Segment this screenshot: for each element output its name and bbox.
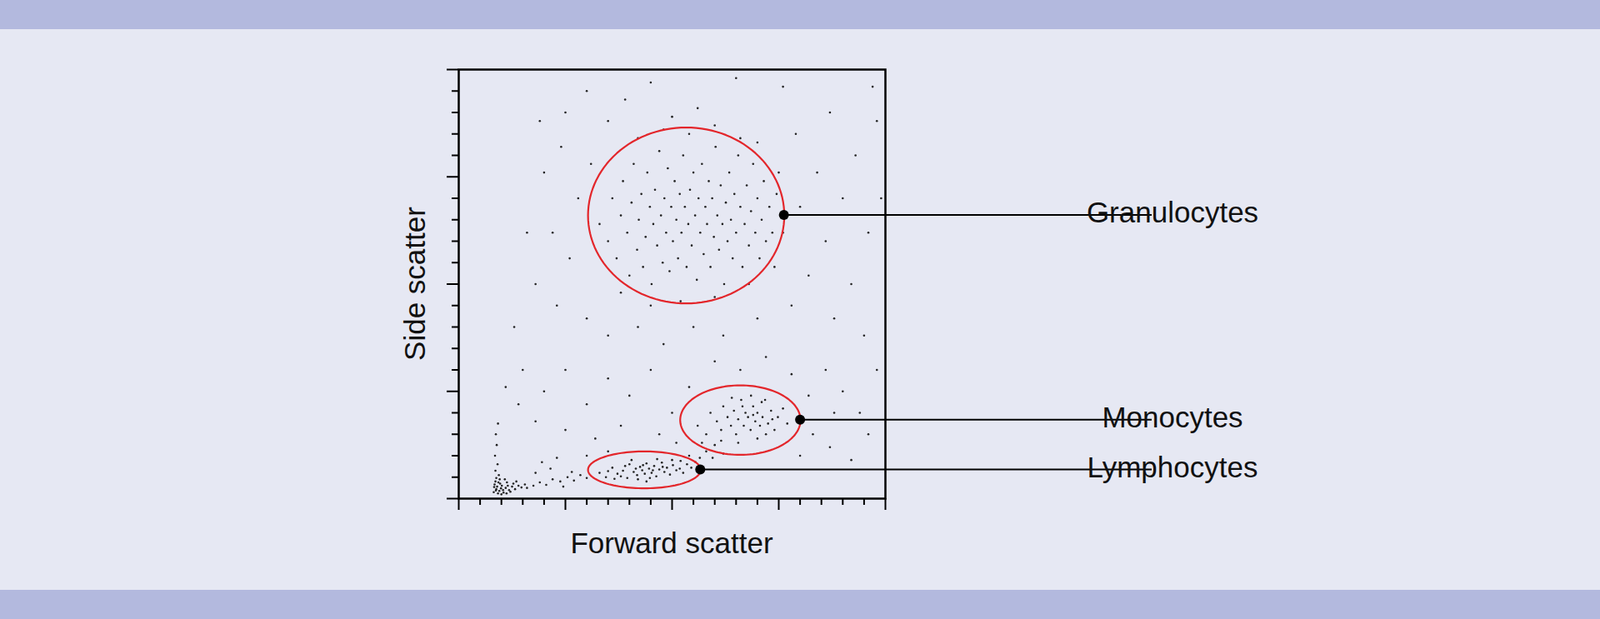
svg-text:Granulocytes: Granulocytes [1086, 195, 1259, 229]
svg-text:Lymphocytes: Lymphocytes [1087, 450, 1259, 484]
svg-text:Side scatter: Side scatter [398, 206, 431, 361]
svg-text:Forward scatter: Forward scatter [570, 526, 773, 560]
svg-text:Monocytes: Monocytes [1101, 400, 1243, 434]
